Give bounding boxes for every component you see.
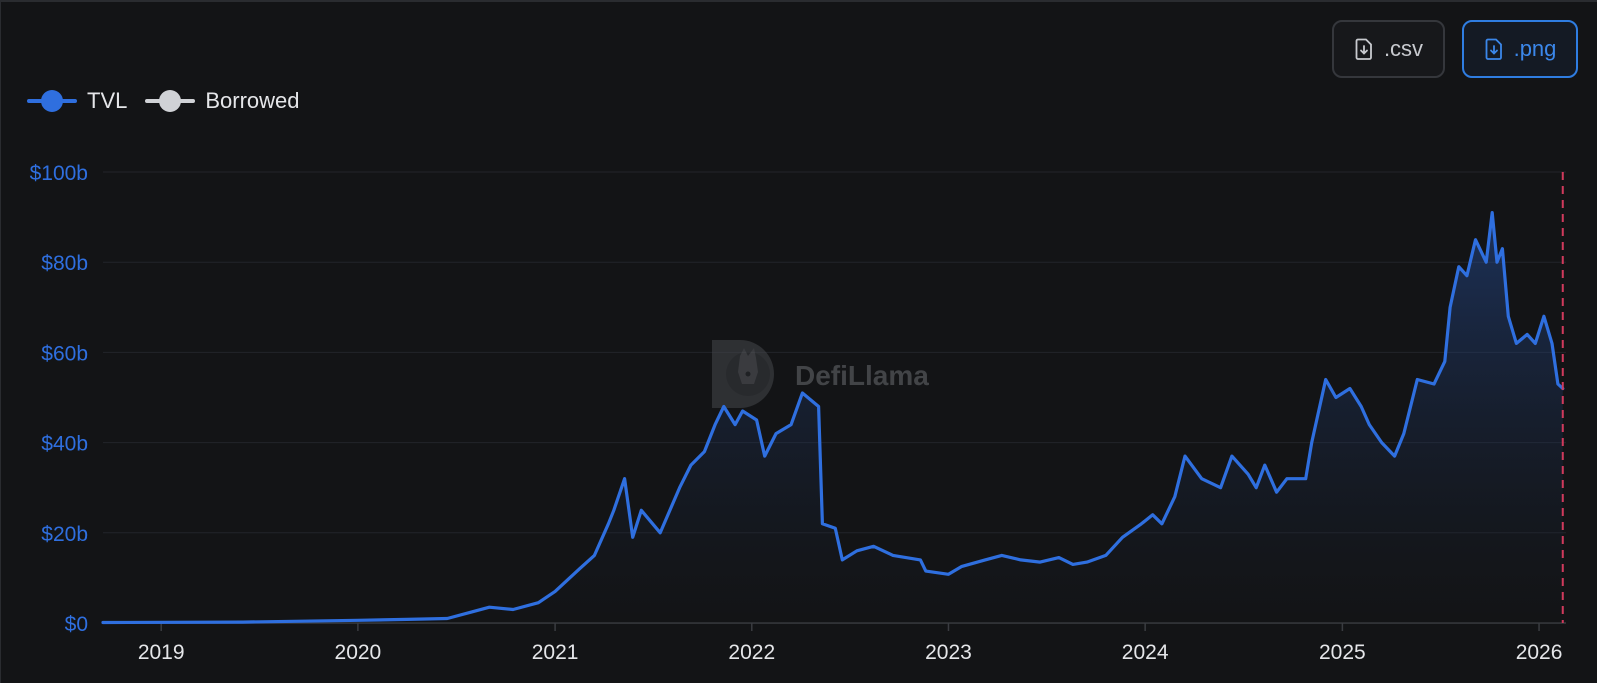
x-tick-label: 2019 <box>138 641 185 664</box>
y-tick-label: $0 <box>65 613 88 636</box>
legend-label-borrowed: Borrowed <box>205 88 300 113</box>
legend-item-borrowed[interactable]: Borrowed <box>145 86 300 116</box>
y-tick-label: $60b <box>41 342 88 365</box>
legend-label-tvl: TVL <box>87 88 128 113</box>
tvl-area <box>103 212 1563 623</box>
x-tick-label: 2022 <box>728 641 775 664</box>
y-tick-label: $20b <box>41 523 88 546</box>
defillama-watermark: DefiLlama <box>712 340 929 408</box>
watermark-text: DefiLlama <box>795 360 929 391</box>
legend-item-tvl[interactable]: TVL <box>27 86 127 116</box>
llama-logo-icon <box>712 340 774 408</box>
y-tick-label: $100b <box>30 162 88 185</box>
tvl-legend-swatch <box>27 86 77 116</box>
tvl-line <box>101 211 1565 625</box>
png-label: .png <box>1513 36 1557 61</box>
download-png-button[interactable]: .png <box>1462 20 1578 78</box>
csv-label: .csv <box>1383 36 1424 61</box>
file-download-icon <box>1355 38 1372 60</box>
x-tick-label: 2023 <box>925 641 972 664</box>
y-tick-label: $40b <box>41 433 88 456</box>
file-download-icon <box>1485 38 1502 60</box>
borrowed-legend-swatch <box>145 86 196 116</box>
x-tick-label: 2026 <box>1516 641 1563 664</box>
series-layer <box>101 211 1565 625</box>
y-tick-label: $80b <box>41 252 88 275</box>
x-axis: 2019 2020 2021 2022 2023 2024 2025 2026 <box>138 623 1563 664</box>
download-csv-button[interactable]: .csv <box>1332 20 1445 78</box>
x-tick-label: 2021 <box>532 641 579 664</box>
x-tick-label: 2020 <box>335 641 382 664</box>
x-tick-label: 2025 <box>1319 641 1366 664</box>
x-tick-label: 2024 <box>1122 641 1169 664</box>
chart-legend: TVL Borrowed <box>27 86 300 116</box>
